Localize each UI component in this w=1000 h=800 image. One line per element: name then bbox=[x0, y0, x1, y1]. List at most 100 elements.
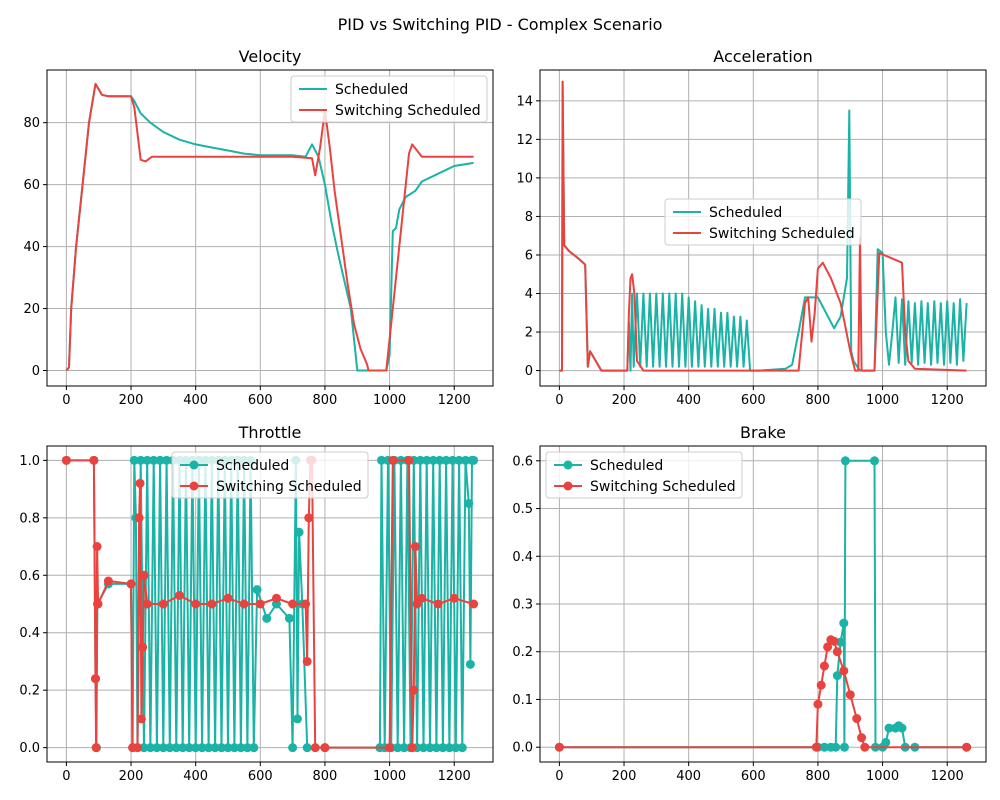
throttle-plot-area bbox=[61, 455, 479, 753]
throttle-data-point bbox=[288, 599, 298, 609]
throttle-data-point bbox=[135, 478, 145, 488]
y-tick-label: 4 bbox=[525, 287, 533, 302]
throttle-data-point bbox=[103, 576, 113, 586]
legend-marker bbox=[189, 460, 199, 470]
throttle-data-point bbox=[90, 674, 100, 684]
throttle-legend: Scheduled Switching Scheduled bbox=[171, 451, 369, 499]
legend-label: Scheduled bbox=[709, 205, 782, 221]
throttle-data-point bbox=[262, 613, 272, 623]
brake-plot-area bbox=[554, 456, 972, 752]
throttle-data-point bbox=[431, 743, 441, 753]
brake-data-point bbox=[819, 742, 829, 752]
throttle-data-point bbox=[320, 743, 330, 753]
throttle-data-point bbox=[210, 743, 220, 753]
y-tick-label: 0.6 bbox=[19, 569, 40, 584]
legend-box bbox=[545, 451, 743, 499]
throttle-title: Throttle bbox=[238, 423, 302, 442]
throttle-data-point bbox=[404, 455, 414, 465]
throttle-data-point bbox=[136, 455, 146, 465]
legend-label: Switching Scheduled bbox=[709, 226, 855, 242]
y-tick-label: 40 bbox=[23, 240, 40, 255]
throttle-data-point bbox=[236, 743, 246, 753]
brake-data-point bbox=[813, 699, 823, 709]
throttle-data-point bbox=[428, 455, 438, 465]
throttle-data-point bbox=[449, 593, 459, 603]
throttle-data-point bbox=[457, 743, 467, 753]
x-tick-label: 600 bbox=[741, 393, 766, 408]
x-tick-label: 1200 bbox=[438, 393, 471, 408]
throttle-data-point bbox=[419, 743, 429, 753]
throttle-data-point bbox=[138, 642, 148, 652]
throttle-data-point bbox=[302, 743, 312, 753]
throttle-data-point bbox=[433, 599, 443, 609]
y-tick-label: 0.5 bbox=[512, 502, 533, 517]
throttle-data-point bbox=[223, 743, 233, 753]
y-tick-label: 0.4 bbox=[19, 626, 40, 641]
legend-marker bbox=[563, 481, 573, 491]
x-tick-label: 200 bbox=[612, 769, 637, 784]
throttle-data-point bbox=[304, 513, 314, 523]
throttle-data-point bbox=[399, 743, 409, 753]
throttle-data-point bbox=[175, 590, 185, 600]
x-tick-label: 800 bbox=[806, 769, 831, 784]
x-tick-label: 200 bbox=[612, 393, 637, 408]
throttle-data-point bbox=[149, 455, 159, 465]
x-tick-label: 200 bbox=[119, 393, 144, 408]
throttle-data-point bbox=[165, 743, 175, 753]
brake-data-point bbox=[811, 742, 821, 752]
velocity-axes-frame bbox=[46, 69, 494, 387]
throttle-data-point bbox=[155, 455, 165, 465]
throttle-data-point bbox=[178, 743, 188, 753]
figure-title: PID vs Switching PID - Complex Scenario bbox=[338, 15, 663, 34]
velocity-title: Velocity bbox=[239, 47, 302, 66]
legend-label: Switching Scheduled bbox=[216, 479, 362, 495]
throttle-data-point bbox=[139, 743, 149, 753]
y-tick-label: 0.4 bbox=[512, 550, 533, 565]
legend-label: Scheduled bbox=[590, 458, 663, 474]
throttle-data-point bbox=[158, 743, 168, 753]
throttle-data-point bbox=[464, 498, 474, 508]
legend-box bbox=[290, 75, 488, 123]
throttle-data-point bbox=[92, 542, 102, 552]
x-tick-label: 1000 bbox=[373, 393, 406, 408]
y-tick-label: 0 bbox=[32, 364, 40, 379]
brake-data-point bbox=[881, 737, 891, 747]
brake-data-point bbox=[832, 671, 842, 681]
y-tick-label: 8 bbox=[525, 210, 533, 225]
throttle-data-point bbox=[129, 455, 139, 465]
throttle-data-point bbox=[461, 455, 471, 465]
y-tick-label: 0.6 bbox=[512, 454, 533, 469]
throttle-data-point bbox=[184, 743, 194, 753]
y-tick-label: 1.0 bbox=[19, 454, 40, 469]
throttle-data-point bbox=[242, 743, 252, 753]
throttle-data-point bbox=[229, 743, 239, 753]
acceleration-subplot: Acceleration 0 200 400 600 800 1000 1200 0 2 4 6 8 10… bbox=[516, 47, 987, 408]
throttle-data-point bbox=[249, 743, 259, 753]
throttle-data-point bbox=[292, 714, 302, 724]
brake-data-point bbox=[962, 742, 972, 752]
legend-label: Scheduled bbox=[335, 82, 408, 98]
brake-legend: Scheduled Switching Scheduled bbox=[545, 451, 743, 499]
brake-data-point bbox=[840, 456, 850, 466]
brake-data-point bbox=[839, 742, 849, 752]
throttle-data-point bbox=[142, 599, 152, 609]
throttle-data-point bbox=[91, 743, 101, 753]
throttle-data-point bbox=[162, 455, 172, 465]
throttle-data-point bbox=[271, 593, 281, 603]
velocity-plot-area bbox=[65, 82, 474, 372]
brake-data-point bbox=[823, 642, 833, 652]
acceleration-series-line-scheduled bbox=[559, 80, 968, 372]
velocity-series-line-scheduled bbox=[65, 82, 474, 372]
throttle-data-point bbox=[171, 743, 181, 753]
throttle-data-point bbox=[385, 743, 395, 753]
throttle-data-point bbox=[204, 743, 214, 753]
throttle-data-point bbox=[448, 455, 458, 465]
throttle-data-point bbox=[435, 455, 445, 465]
x-tick-label: 1200 bbox=[438, 769, 471, 784]
brake-data-point bbox=[839, 618, 849, 628]
throttle-data-point bbox=[377, 455, 386, 465]
brake-subplot: Brake 0 200 400 600 800 1000 1200 0.0 0.1 0.2 0.3 0.… bbox=[512, 423, 987, 784]
throttle-data-point bbox=[438, 743, 448, 753]
x-tick-label: 400 bbox=[676, 393, 701, 408]
acceleration-plot-area bbox=[559, 80, 968, 372]
